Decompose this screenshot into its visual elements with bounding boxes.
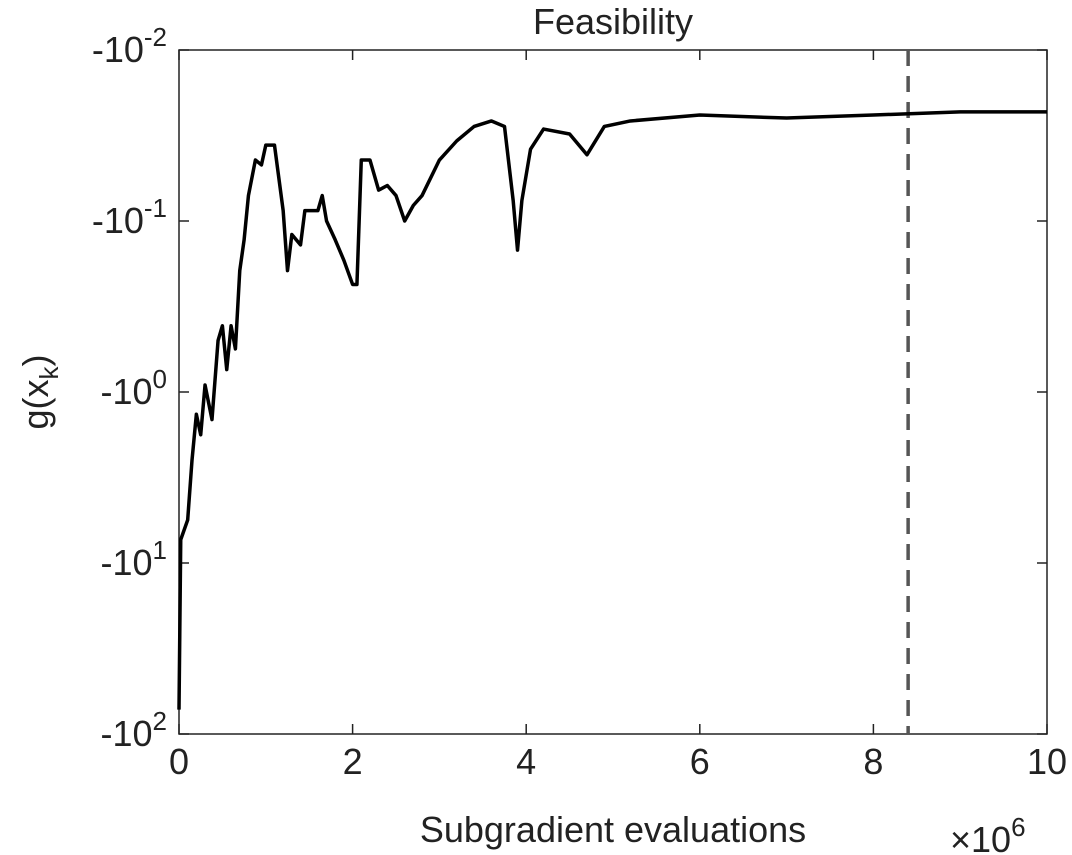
plot-area bbox=[178, 49, 1048, 735]
y-tick-base: -10 bbox=[92, 29, 144, 70]
chart-title: Feasibility bbox=[533, 1, 693, 42]
y-tick-exponent: 1 bbox=[153, 535, 167, 565]
y-tick-label: -100 bbox=[101, 364, 168, 412]
x-tick-label: 2 bbox=[343, 741, 363, 782]
y-tick-base: -10 bbox=[101, 542, 153, 583]
y-tick-base: -10 bbox=[92, 200, 144, 241]
y-axis-label: g(xk) bbox=[15, 354, 64, 429]
x-tick-label: 8 bbox=[863, 741, 883, 782]
y-tick-exponent: -2 bbox=[144, 22, 167, 52]
x-tick-label: 4 bbox=[516, 741, 536, 782]
y-tick-base: -10 bbox=[101, 371, 153, 412]
data-line bbox=[177, 110, 1047, 710]
x-tick-label: 6 bbox=[690, 741, 710, 782]
y-tick-label: -10-1 bbox=[92, 193, 167, 241]
y-tick-exponent: 0 bbox=[153, 364, 167, 394]
y-tick-base: -10 bbox=[101, 713, 153, 754]
y-tick-exponent: 2 bbox=[153, 706, 167, 736]
y-tick-label: -102 bbox=[101, 706, 168, 754]
x-multiplier: ×106 bbox=[950, 812, 1026, 855]
y-tick-label: -101 bbox=[101, 535, 168, 583]
x-tick-label: 0 bbox=[169, 741, 189, 782]
y-tick-exponent: -1 bbox=[144, 193, 167, 223]
x-axis-label: Subgradient evaluations bbox=[420, 809, 806, 850]
x-tick-label: 10 bbox=[1027, 741, 1067, 782]
y-tick-label: -10-2 bbox=[92, 22, 167, 70]
